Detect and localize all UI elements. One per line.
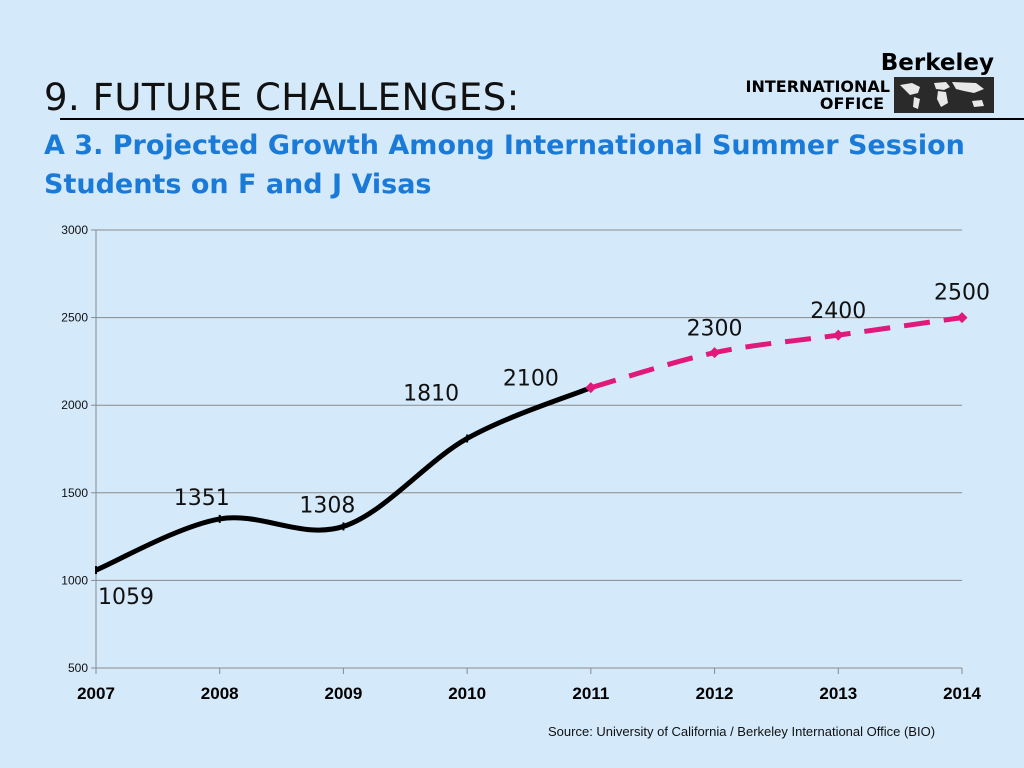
- data-label: 2400: [810, 299, 866, 324]
- data-label: 1059: [98, 585, 154, 610]
- y-tick-label: 3000: [61, 223, 88, 237]
- y-tick-label: 1500: [61, 486, 88, 500]
- projected-point-marker: [832, 329, 844, 341]
- logo-line-office: OFFICE: [819, 94, 884, 113]
- y-tick-label: 2000: [61, 398, 88, 412]
- logo-name: Berkeley: [880, 50, 994, 76]
- y-tick-label: 2500: [61, 311, 88, 325]
- data-label: 1810: [403, 381, 459, 406]
- projected-growth-line-chart: 500 1000 1500 2000 2500 3000 2007 2008 2009 2010 2…: [61, 223, 990, 703]
- slide-heading: 9. FUTURE CHALLENGES:: [44, 76, 520, 119]
- source-note: Source: University of California / Berke…: [548, 724, 936, 739]
- data-label: 2500: [934, 281, 990, 306]
- x-tick-label: 2011: [572, 684, 609, 703]
- y-tick-label: 500: [68, 661, 88, 675]
- projected-point-marker: [585, 382, 597, 394]
- data-label: 2100: [503, 367, 559, 392]
- projected-series-line: [590, 315, 963, 391]
- x-tick-label: 2014: [943, 684, 981, 703]
- y-tick-label: 1000: [61, 573, 88, 587]
- projected-point-marker: [956, 312, 968, 324]
- logo-line-international: INTERNATIONAL: [745, 77, 890, 96]
- projected-point-marker: [709, 347, 721, 359]
- data-label: 2300: [687, 317, 743, 342]
- world-map-icon: [894, 77, 994, 113]
- x-tick-label: 2008: [201, 684, 239, 703]
- x-tick-label: 2013: [819, 684, 857, 703]
- x-tick-label: 2012: [696, 684, 734, 703]
- x-tick-label: 2010: [448, 684, 486, 703]
- x-tick-label: 2009: [325, 684, 363, 703]
- data-label: 1308: [299, 493, 355, 518]
- data-label: 1351: [174, 486, 230, 511]
- chart-subtitle: A 3. Projected Growth Among Internationa…: [44, 130, 965, 200]
- actual-series-line: [95, 385, 592, 573]
- x-tick-label: 2007: [77, 684, 115, 703]
- heading-rule: [60, 118, 1024, 120]
- berkeley-international-office-logo: Berkeley INTERNATIONAL OFFICE: [714, 50, 994, 116]
